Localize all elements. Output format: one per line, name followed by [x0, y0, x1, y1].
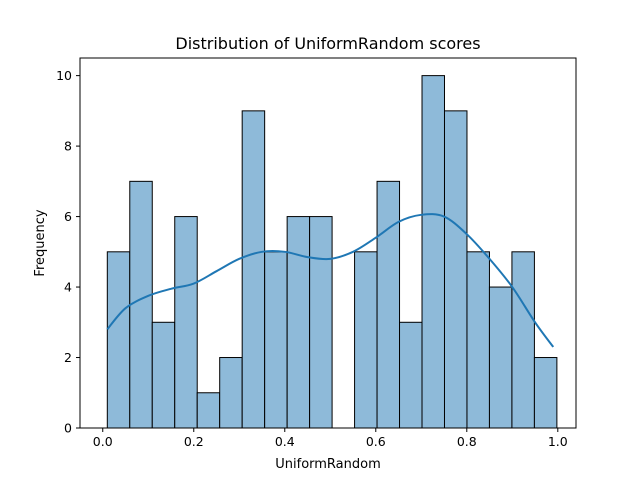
histogram-bar	[309, 216, 333, 429]
histogram-bar	[376, 180, 401, 429]
x-axis-ticks: 0.0 0.2 0.4 0.6 0.8 1.0	[93, 428, 568, 449]
y-tick-label: 10	[56, 68, 72, 83]
histogram-bar	[196, 392, 221, 429]
histogram-bar	[354, 251, 378, 429]
x-tick-label: 0.6	[366, 434, 386, 449]
histogram-bar	[488, 286, 513, 429]
y-axis-ticks: 0 2 4 6 8 10	[56, 68, 80, 436]
plot-frame	[79, 57, 577, 429]
y-tick-label: 8	[64, 139, 72, 154]
histogram-bar	[511, 251, 535, 429]
histogram-bar	[219, 357, 243, 429]
x-axis-label: UniformRandom	[275, 457, 381, 472]
histogram-bar	[129, 180, 153, 429]
x-tick-label: 0.0	[93, 434, 113, 449]
y-tick-label: 0	[64, 421, 72, 436]
y-tick-label: 2	[64, 350, 72, 365]
y-axis-label: Frequency	[33, 209, 48, 276]
histogram-bar	[466, 251, 490, 429]
x-tick-label: 0.2	[184, 434, 204, 449]
x-tick-label: 1.0	[548, 434, 568, 449]
histogram-bar	[174, 216, 198, 429]
histogram-bar	[241, 110, 266, 429]
chart-title: Distribution of UniformRandom scores	[175, 34, 480, 53]
histogram-bars	[106, 75, 558, 429]
histogram-bar	[399, 321, 423, 429]
histogram-bar	[106, 251, 131, 429]
x-tick-label: 0.8	[457, 434, 477, 449]
histogram-bar	[443, 110, 468, 429]
histogram-bar	[151, 321, 176, 429]
kde-curve	[106, 213, 555, 348]
y-tick-label: 6	[64, 209, 72, 224]
histogram-bar	[421, 75, 445, 429]
histogram-bar	[533, 357, 558, 429]
x-tick-label: 0.4	[275, 434, 295, 449]
y-tick-label: 4	[64, 280, 72, 295]
histogram-bar	[286, 216, 311, 429]
histogram-bar	[264, 251, 288, 429]
